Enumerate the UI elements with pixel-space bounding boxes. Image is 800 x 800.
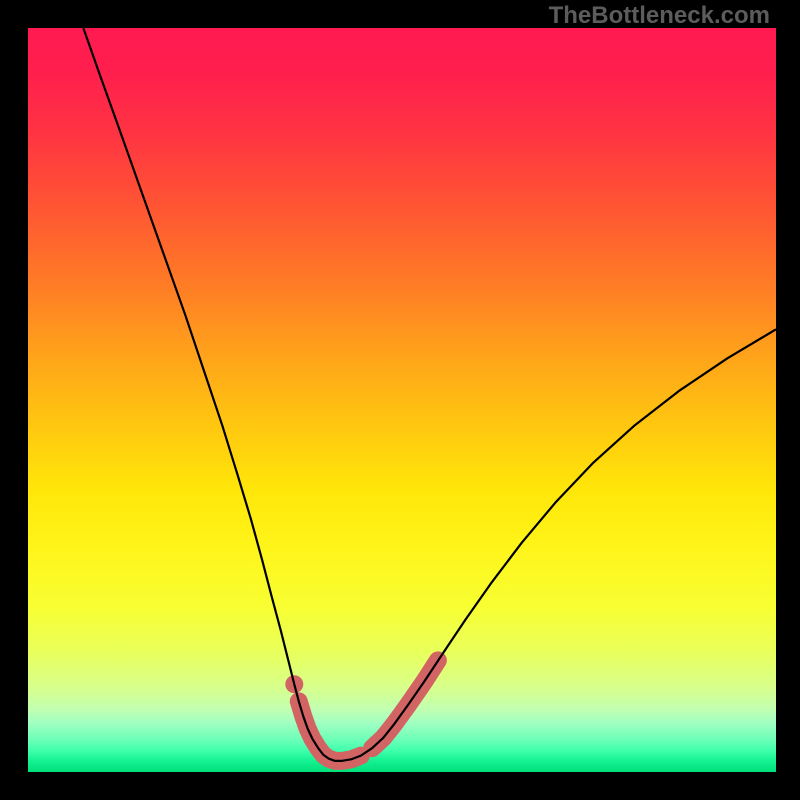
plot-area (28, 28, 776, 772)
bottleneck-curve-chart (28, 28, 776, 772)
chart-frame: TheBottleneck.com (0, 0, 800, 800)
watermark-text: TheBottleneck.com (549, 2, 770, 30)
highlight-segment-1 (372, 660, 438, 748)
bottleneck-curve (83, 28, 776, 761)
